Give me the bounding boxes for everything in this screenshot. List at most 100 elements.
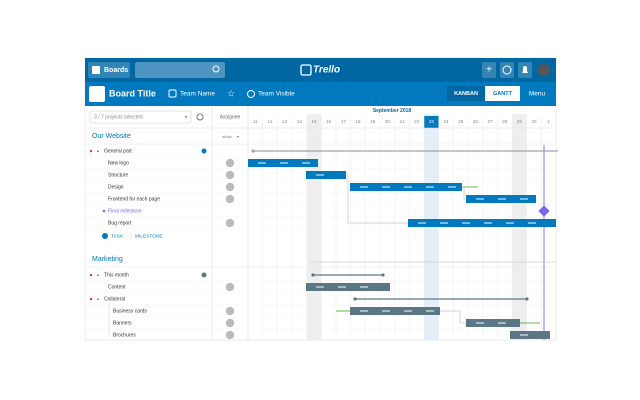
- add-task[interactable]: TASK: [111, 233, 124, 239]
- kanban-tab[interactable]: [447, 86, 485, 101]
- bar-stripe: [258, 162, 266, 164]
- task-name[interactable]: Frontend for each page: [108, 196, 160, 202]
- day-label: 30: [532, 119, 538, 124]
- gantt-bar[interactable]: [408, 219, 556, 227]
- project-filter[interactable]: [89, 110, 192, 124]
- task-name[interactable]: Structure: [108, 172, 129, 178]
- user-avatar[interactable]: [538, 64, 550, 76]
- task-name[interactable]: Bug report: [108, 220, 132, 226]
- bar-stripe: [316, 174, 324, 176]
- day-label: 24: [444, 119, 450, 124]
- summary-dot: [525, 297, 529, 301]
- bar-stripe: [520, 198, 528, 200]
- assignee-avatar: [225, 318, 235, 328]
- search-box[interactable]: [135, 62, 225, 78]
- project-name[interactable]: Our Website: [92, 133, 131, 140]
- assignee-avatar: [225, 218, 235, 228]
- milestone-dot: [102, 209, 106, 213]
- visibility[interactable]: Team Visible: [258, 91, 295, 98]
- day-label: 11: [253, 119, 258, 124]
- task-name[interactable]: Banners: [113, 320, 132, 326]
- assignee-avatar: [225, 282, 235, 292]
- assignee-avatar: [225, 158, 235, 168]
- bar-stripe: [382, 310, 390, 312]
- logo-icon: [300, 64, 312, 76]
- board-title[interactable]: Board Title: [109, 88, 156, 98]
- task-name[interactable]: Content: [108, 284, 126, 290]
- assignee-avatar: [225, 194, 235, 204]
- day-label: 29: [517, 119, 523, 124]
- info-button[interactable]: [500, 62, 514, 78]
- bar-stripe: [506, 222, 514, 224]
- task-name[interactable]: This month: [104, 272, 129, 278]
- task-name[interactable]: Design: [108, 184, 124, 190]
- show-caret: ▾: [237, 134, 239, 139]
- bar-stripe: [426, 310, 434, 312]
- add-milestone[interactable]: MILESTONE: [135, 233, 163, 239]
- task-name[interactable]: Business cards: [113, 308, 147, 314]
- bar-stripe: [360, 310, 368, 312]
- milestone-diamond[interactable]: [538, 205, 550, 217]
- priority-dot: [89, 273, 93, 277]
- assignee-avatar: [225, 170, 235, 180]
- bar-stripe: [448, 186, 456, 188]
- group-status: [201, 272, 207, 278]
- info-icon: [502, 65, 512, 75]
- collapse-icon: ▴: [97, 272, 99, 277]
- priority-dot: [89, 297, 93, 301]
- summary-dot: [353, 297, 357, 301]
- gantt-bar[interactable]: [306, 171, 346, 179]
- task-name[interactable]: Brochures: [113, 332, 136, 338]
- task-name[interactable]: New logo: [108, 160, 129, 166]
- bar-stripe: [382, 186, 390, 188]
- gantt-bar[interactable]: [466, 319, 520, 327]
- task-name[interactable]: Final milestone: [108, 208, 142, 214]
- task-name[interactable]: Collateral: [104, 296, 125, 302]
- filter-caret: ▾: [185, 114, 188, 120]
- day-label: 25: [458, 119, 464, 124]
- add-task-icon: [102, 233, 108, 239]
- settings-icon[interactable]: [196, 113, 204, 121]
- summary-dot: [251, 149, 255, 153]
- day-label: 13: [282, 119, 288, 124]
- day-label: 14: [297, 119, 303, 124]
- day-label: 12: [267, 119, 273, 124]
- dependency: [440, 310, 466, 324]
- day-label: 17: [341, 119, 347, 124]
- bar-stripe: [484, 222, 492, 224]
- gantt-tab[interactable]: [485, 86, 520, 101]
- gantt-bar[interactable]: [350, 307, 440, 315]
- board-icon: [89, 86, 105, 102]
- day-label: 27: [488, 119, 494, 124]
- menu[interactable]: Menu: [529, 91, 546, 98]
- bar-stripe: [404, 186, 412, 188]
- search-icon: [212, 65, 220, 73]
- gantt-bar[interactable]: [306, 283, 390, 291]
- dependency: [346, 174, 408, 224]
- day-label: 23: [429, 119, 435, 124]
- show-toggle[interactable]: show: [222, 134, 231, 139]
- team-name[interactable]: Team Name: [180, 91, 215, 98]
- bar-stripe: [520, 334, 528, 336]
- project-name[interactable]: Marketing: [92, 256, 123, 263]
- bar-stripe: [476, 322, 484, 324]
- gantt-bar[interactable]: [510, 331, 550, 339]
- bar-stripe: [476, 198, 484, 200]
- month-label: September 2018: [373, 108, 412, 114]
- assignee-avatar: [225, 330, 235, 340]
- add-button[interactable]: [482, 62, 496, 78]
- today-cell: [424, 116, 439, 128]
- boards-icon: [92, 66, 100, 74]
- add-icon: +: [486, 65, 492, 76]
- priority-dot: [89, 149, 93, 153]
- star-icon[interactable]: ☆: [227, 88, 235, 98]
- bar-stripe: [440, 222, 448, 224]
- day-label: 20: [385, 119, 391, 124]
- task-name[interactable]: General part: [104, 148, 132, 154]
- logo: Trello: [313, 65, 340, 76]
- bar-stripe: [404, 310, 412, 312]
- column-shade: [306, 114, 322, 340]
- group-status: [201, 148, 207, 154]
- day-label: 15: [312, 119, 318, 124]
